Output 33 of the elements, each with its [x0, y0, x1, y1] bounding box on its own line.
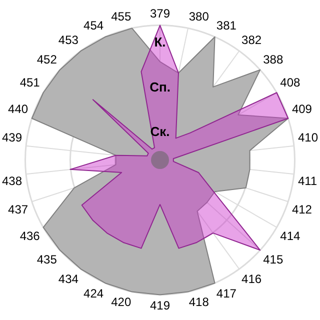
spoke-label: 410: [298, 130, 318, 145]
spoke-label: 409: [292, 102, 312, 116]
spoke-label: 417: [216, 286, 237, 300]
spoke-label: 438: [2, 174, 22, 188]
spoke-label: 435: [36, 252, 58, 266]
spoke-label: 415: [263, 252, 284, 266]
spoke-label: 418: [188, 295, 210, 310]
spoke-label: 420: [111, 295, 132, 310]
spoke-label: 408: [280, 76, 300, 90]
spoke-label: 439: [2, 130, 22, 145]
spoke-label: 414: [280, 228, 300, 243]
text: Ск.: [150, 124, 170, 140]
spoke-label: 381: [216, 18, 237, 32]
spoke-label: 412: [292, 202, 312, 216]
spoke-label: 437: [8, 202, 28, 216]
spoke-label: 453: [58, 32, 79, 47]
spoke-label: 419: [150, 298, 170, 312]
spoke-label: 451: [20, 76, 40, 90]
spoke-label: 380: [188, 9, 210, 24]
spoke-label: 434: [58, 272, 79, 286]
spoke-label: 454: [84, 18, 104, 32]
spoke-label: 452: [36, 52, 58, 66]
spoke-label: 455: [111, 9, 132, 24]
spoke-label: 388: [263, 52, 284, 66]
spoke-label: 411: [298, 174, 318, 188]
spoke-label: 440: [8, 102, 28, 116]
spoke-label: 424: [84, 286, 104, 300]
text: К.: [154, 34, 166, 50]
spoke-label: 379: [150, 6, 170, 20]
spoke-label: 382: [242, 32, 262, 47]
spoke-label: 436: [20, 228, 40, 243]
spoke-label: 416: [242, 272, 262, 286]
text: Сп.: [150, 79, 170, 94]
